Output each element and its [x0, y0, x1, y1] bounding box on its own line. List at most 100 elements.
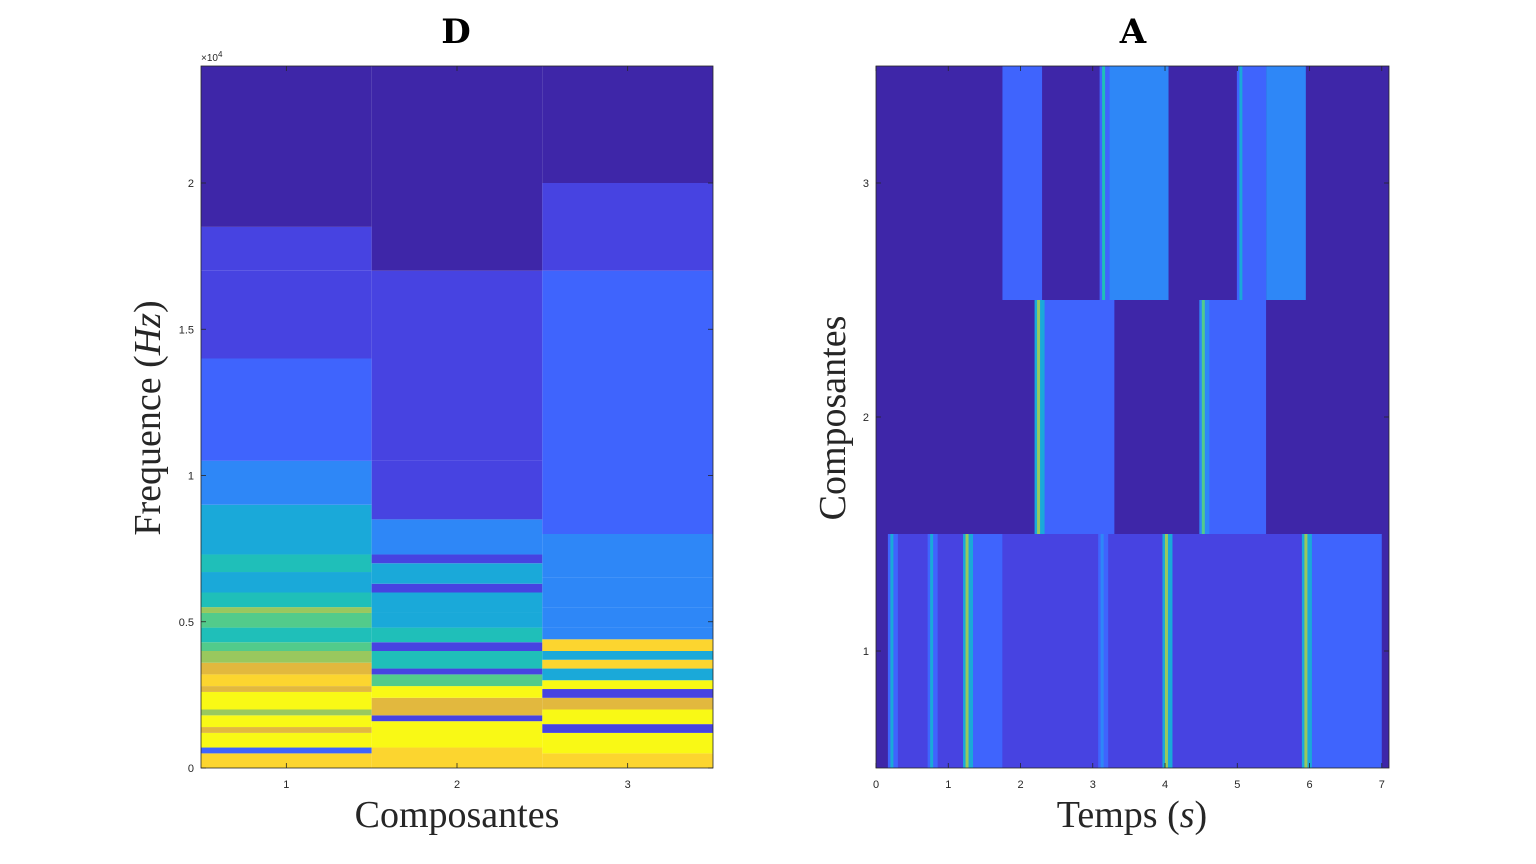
a-spike [890, 534, 894, 768]
d-band-cell [542, 66, 713, 183]
d-x-tick-label: 1 [283, 779, 289, 791]
a-spike [965, 534, 969, 768]
a-segment [1168, 66, 1238, 300]
panel-a: A 0 1 2 3 4 5 6 7 1 2 3 Temps (s) Composantes [812, 12, 1390, 836]
d-band-cell [542, 577, 713, 608]
d-band-cell [201, 592, 372, 608]
a-axis-ticks: 0 1 2 3 4 5 6 7 1 2 3 [863, 66, 1389, 791]
d-band-cell [542, 753, 713, 768]
d-band-cell [201, 686, 372, 692]
a-spike [1304, 534, 1308, 768]
d-y-axis-label: Frequence (Hz) [127, 300, 169, 535]
d-band-cell [201, 651, 372, 663]
d-band-cell [201, 715, 372, 728]
d-band-cell [201, 709, 372, 716]
d-band-cell [542, 270, 713, 534]
d-y-label-var: Hz [127, 313, 169, 356]
d-band-cell [371, 627, 543, 643]
d-band-cell [542, 680, 713, 690]
d-band-cell [371, 747, 543, 768]
d-band-cell [201, 627, 372, 643]
d-axis-ticks: 1 2 3 0 0.5 1 1.5 2 [179, 66, 713, 791]
panel-d: D 1 2 3 0 0.5 1 1.5 2 ×104 Composantes Frequenc… [127, 12, 714, 836]
d-band-cell [371, 715, 543, 722]
a-y-tick-label: 1 [863, 646, 869, 658]
d-band-cell [542, 659, 713, 669]
d-band-cell [201, 270, 372, 359]
a-segment [1114, 300, 1202, 534]
a-spike [1164, 534, 1168, 768]
d-band-cell [371, 592, 543, 613]
d-band-cell [201, 572, 372, 593]
chart-title-a: A [1119, 12, 1147, 52]
d-band-cell [201, 226, 372, 271]
a-x-tick-label: 3 [1090, 779, 1096, 791]
d-band-cell [201, 460, 372, 505]
a-x-tick-label: 6 [1306, 779, 1312, 791]
a-x-tick-label: 5 [1234, 779, 1240, 791]
d-band-cell [371, 668, 543, 675]
d-band-cell [542, 183, 713, 271]
d-band-cell [371, 674, 543, 687]
d-band-cell [542, 627, 713, 640]
d-band-cell [371, 460, 543, 520]
a-x-tick-label: 7 [1379, 779, 1385, 791]
d-band-cell [371, 686, 543, 698]
a-spike [1100, 534, 1104, 768]
a-y-tick-label: 2 [863, 412, 869, 424]
a-segment [1099, 66, 1169, 300]
d-band-cell [201, 358, 372, 461]
a-segment [1266, 300, 1382, 534]
a-segment [1302, 534, 1382, 768]
a-x-label-var: s [1180, 794, 1195, 836]
a-segment [1266, 66, 1306, 300]
a-segment [1034, 300, 1115, 534]
a-x-tick-label: 0 [873, 779, 879, 791]
a-spike [1037, 300, 1041, 534]
d-band-cell [201, 747, 372, 754]
d-y-exponent: ×104 [201, 50, 223, 64]
a-x-tick-label: 2 [1017, 779, 1023, 791]
a-spike [1201, 300, 1205, 534]
d-band-cell [371, 721, 543, 748]
d-band-cell [371, 612, 543, 628]
d-y-tick-label: 1.5 [179, 324, 194, 336]
a-spike [1102, 66, 1106, 300]
d-y-exponent-power: 4 [218, 50, 223, 59]
d-band-cell [371, 642, 543, 651]
d-band-cell [542, 689, 713, 698]
d-band-cell [542, 732, 713, 754]
a-x-label-post: ) [1195, 794, 1208, 836]
d-band-cell [201, 691, 372, 710]
a-segment [1002, 534, 1166, 768]
a-segment [1002, 66, 1043, 300]
a-heatmap [876, 66, 1389, 768]
d-band-cell [201, 732, 372, 748]
d-band-cell [542, 607, 713, 628]
d-y-label-post: ) [127, 300, 169, 313]
d-x-tick-label: 2 [454, 779, 460, 791]
a-spike [930, 534, 934, 768]
d-heatmap [201, 66, 713, 768]
a-segment [890, 300, 1035, 534]
d-band-cell [542, 534, 713, 578]
d-y-tick-label: 1 [188, 471, 194, 483]
d-band-cell [201, 753, 372, 768]
d-band-cell [201, 727, 372, 733]
a-y-tick-label: 3 [863, 178, 869, 190]
a-x-axis-label: Temps (s) [1057, 794, 1207, 836]
chart-title-d: D [441, 12, 470, 52]
d-band-cell [542, 639, 713, 651]
d-y-tick-label: 0.5 [179, 617, 194, 629]
d-band-cell [542, 709, 713, 725]
d-x-axis-label: Composantes [355, 794, 560, 836]
d-y-tick-label: 0 [188, 763, 194, 775]
d-y-exponent-base: ×10 [201, 53, 218, 64]
d-band-cell [542, 668, 713, 681]
d-band-cell [371, 519, 543, 555]
d-band-cell [201, 66, 372, 227]
d-band-cell [542, 724, 713, 733]
d-band-cell [371, 270, 543, 461]
d-band-cell [201, 674, 372, 687]
